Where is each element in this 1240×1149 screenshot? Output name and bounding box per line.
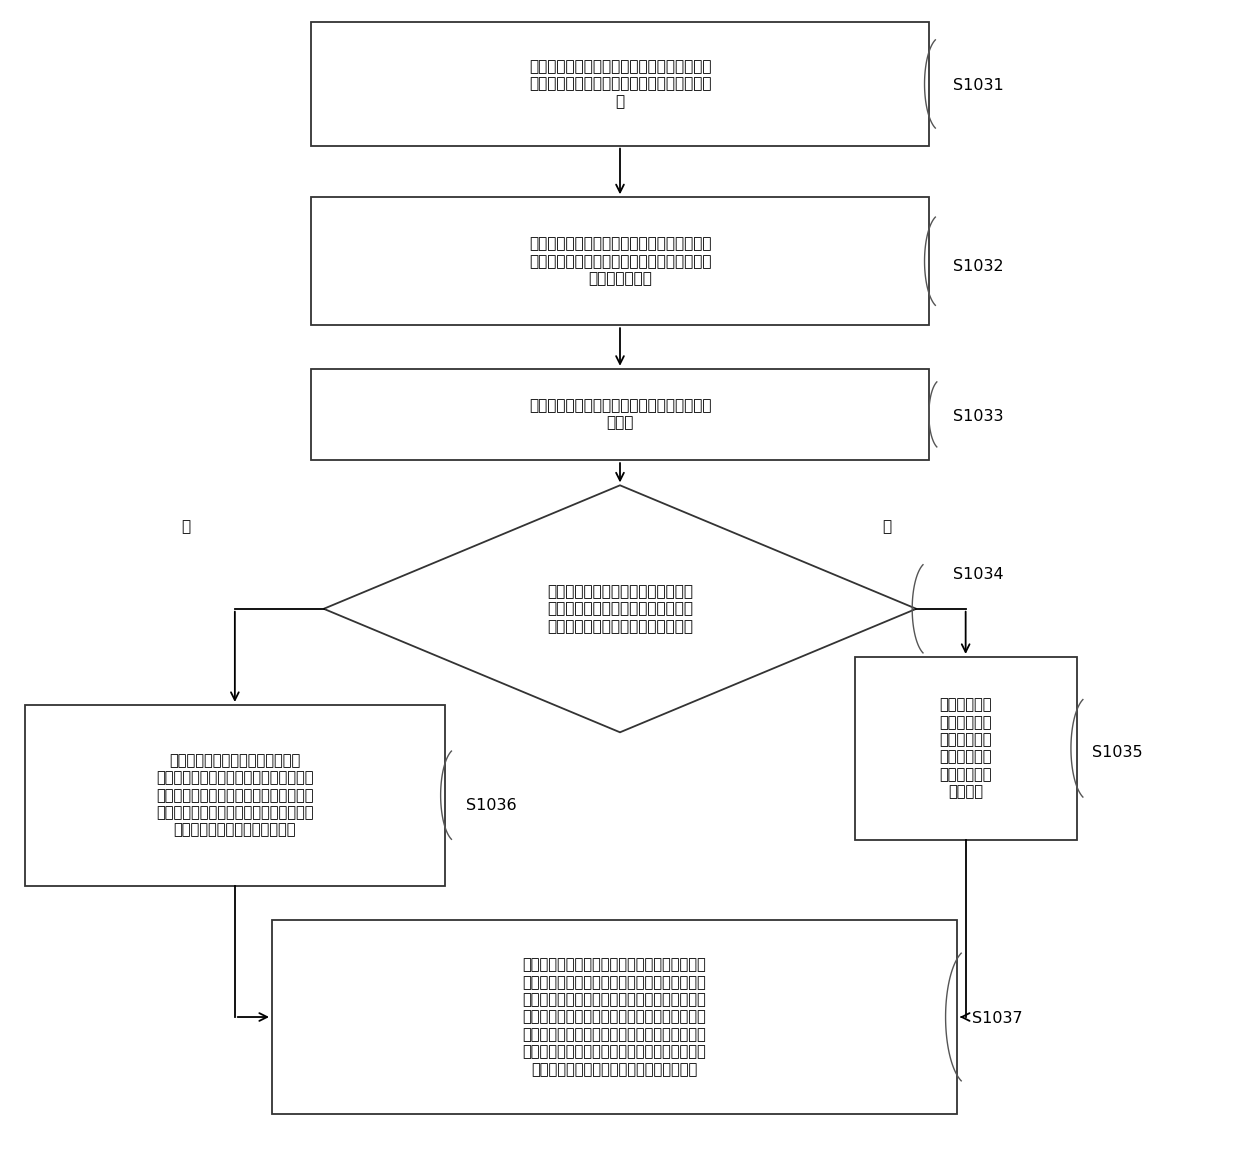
Polygon shape [324, 485, 916, 732]
Text: S1037: S1037 [972, 1011, 1023, 1026]
Text: S1035: S1035 [1091, 746, 1142, 761]
Text: S1036: S1036 [466, 797, 516, 813]
FancyBboxPatch shape [854, 657, 1076, 840]
Text: S1031: S1031 [954, 78, 1004, 93]
Text: 将排序在第一位的所述日志文件标记为第一日
志文件，将排序在第二位的所述日志文件标记
为第二日志文件: 将排序在第一位的所述日志文件标记为第一日 志文件，将排序在第二位的所述日志文件标… [528, 237, 712, 286]
FancyBboxPatch shape [311, 198, 929, 325]
Text: 按照所述日志目录下各个日志文件排序的顺序，
将当前的所述第二日志文件的下一个所述日志文
件标记为新的第二日志文件，并返回执行判断所
述第二日志文件的文件名内的所: 按照所述日志目录下各个日志文件排序的顺序， 将当前的所述第二日志文件的下一个所述… [522, 957, 707, 1077]
Text: 按照所述第二日志文件中各条数据
的时间戳，将所述第二日志文件中的各条
数据依次插入所述数据合并文件中，以使
插入后的所述数据合并文件内各行数据的
时间戳对应的时: 按照所述第二日志文件中各条数据 的时间戳，将所述第二日志文件中的各条 数据依次插… [156, 753, 314, 838]
Text: S1033: S1033 [954, 409, 1004, 424]
Text: 否: 否 [181, 519, 190, 534]
FancyBboxPatch shape [311, 369, 929, 460]
FancyBboxPatch shape [25, 704, 445, 886]
Text: 将所述第二日
志文件内的全
部数据统一存
入所述数据合
并文件的末行
数据之后: 将所述第二日 志文件内的全 部数据统一存 入所述数据合 并文件的末行 数据之后 [940, 697, 992, 800]
Text: 是: 是 [882, 519, 892, 534]
FancyBboxPatch shape [272, 920, 957, 1115]
Text: 判断所述第二日志文件的文件名内的
所述第一时间是否晚于所述数据合并
文件内末行数据的时间戳对应的时间: 判断所述第二日志文件的文件名内的 所述第一时间是否晚于所述数据合并 文件内末行数… [547, 584, 693, 634]
Text: S1032: S1032 [954, 260, 1004, 275]
FancyBboxPatch shape [311, 22, 929, 146]
Text: S1034: S1034 [954, 566, 1004, 583]
Text: 根据所述日志文件的文件名内的所述第一时间
由小到大的顺序，对各个所述日志文件进行排
序: 根据所述日志文件的文件名内的所述第一时间 由小到大的顺序，对各个所述日志文件进行… [528, 59, 712, 109]
Text: 将所述第一日志文件内的数据存入所述数据合
并文件: 将所述第一日志文件内的数据存入所述数据合 并文件 [528, 399, 712, 431]
